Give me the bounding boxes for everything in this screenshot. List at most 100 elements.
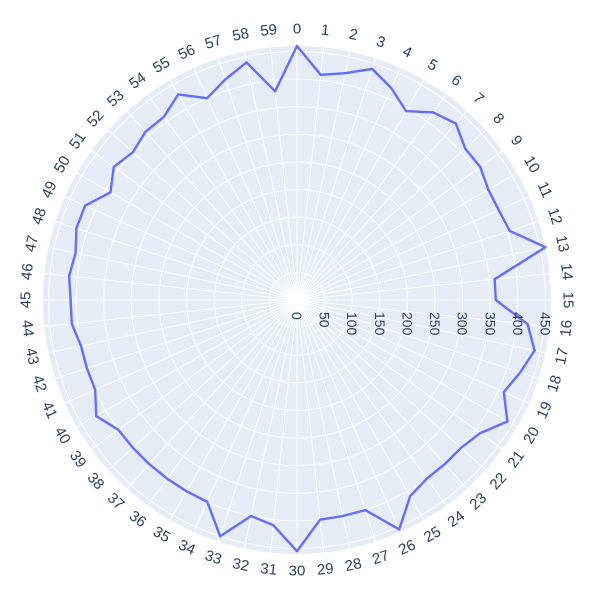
angular-tick-label: 45 — [18, 292, 35, 309]
angular-tick-label: 56 — [176, 41, 198, 63]
angular-tick-label: 48 — [29, 206, 50, 227]
radial-tick-label: 450 — [538, 312, 554, 336]
radial-tick-labels: 0 50 100 150 200 250 300 350 400 450 — [289, 312, 554, 336]
angular-gridline-spoke — [91, 299, 298, 450]
series-point — [487, 188, 490, 191]
angular-tick-label: 7 — [470, 89, 488, 107]
angular-tick-label: 27 — [370, 547, 391, 568]
polar-gridlines — [43, 46, 551, 554]
angular-gridline-spoke — [44, 299, 298, 328]
series-point — [370, 67, 374, 71]
angular-tick-label: 4 — [400, 43, 415, 62]
angular-gridline-spoke — [296, 299, 550, 328]
angular-tick-label: 41 — [38, 399, 60, 421]
angular-gridline-spoke — [193, 299, 298, 533]
angular-tick-label: 33 — [203, 547, 224, 568]
series-point — [497, 209, 500, 212]
angular-gridline-spoke — [76, 299, 298, 428]
angular-gridline-spoke — [296, 110, 468, 301]
series-point — [177, 93, 180, 96]
angular-gridline-spoke — [296, 58, 376, 301]
angular-tick-label: 12 — [544, 206, 565, 227]
angular-tick-label: 16 — [557, 319, 576, 337]
angular-tick-label: 34 — [176, 536, 198, 558]
radial-tick-label: 400 — [510, 312, 526, 336]
angular-gridline-spoke — [296, 246, 546, 301]
radial-tick-label: 100 — [344, 312, 360, 336]
series-point — [493, 278, 496, 281]
series-point — [341, 514, 345, 518]
angular-gridline-spoke — [296, 299, 351, 549]
angular-gridline-spoke — [296, 299, 503, 450]
angular-tick-label: 49 — [38, 179, 60, 201]
angular-tick-label: 21 — [504, 448, 528, 471]
series-point — [70, 322, 74, 325]
angular-gridline-spoke — [296, 299, 546, 354]
angular-gridline-spoke — [218, 299, 298, 542]
series-point — [533, 349, 536, 352]
angular-gridline-spoke — [296, 172, 518, 301]
angular-tick-label: 39 — [66, 448, 90, 471]
series-point — [519, 371, 522, 374]
angular-gridline-spoke — [55, 221, 298, 301]
series-point — [398, 528, 401, 531]
angular-tick-label: 36 — [126, 507, 149, 531]
angular-tick-label: 44 — [18, 319, 37, 337]
angular-gridline-spoke — [296, 150, 503, 301]
angular-gridline-spoke — [296, 79, 425, 301]
angular-gridline-spoke — [91, 150, 298, 301]
angular-gridline-spoke — [218, 58, 298, 301]
angular-gridline-spoke — [243, 51, 298, 301]
series-point — [502, 390, 505, 394]
series-point — [295, 550, 299, 553]
series-point — [109, 191, 112, 194]
series-point — [432, 111, 435, 114]
angular-gridline-spoke — [296, 299, 468, 490]
radial-tick-label: 0 — [289, 312, 305, 320]
series-point — [249, 514, 253, 518]
series-point — [206, 500, 209, 503]
angular-tick-label: 28 — [343, 555, 363, 575]
angular-tick-label: 14 — [557, 263, 576, 281]
series-point — [295, 44, 299, 48]
angular-tick-label: 18 — [544, 373, 565, 394]
angular-gridline-spoke — [107, 299, 298, 471]
series-point — [112, 165, 116, 169]
angular-tick-label: 10 — [520, 153, 543, 176]
angular-tick-label: 11 — [534, 179, 556, 200]
angular-tick-label: 3 — [374, 33, 387, 52]
radial-tick-label: 350 — [482, 312, 498, 336]
series-point — [245, 61, 248, 64]
series-point — [224, 78, 227, 81]
angular-gridline-spoke — [107, 129, 298, 301]
series-point — [364, 508, 367, 512]
series-point — [185, 490, 188, 493]
angular-tick-label: 5 — [425, 56, 441, 75]
angular-tick-label: 55 — [150, 54, 173, 77]
angular-gridline-spoke — [296, 299, 447, 506]
angular-gridline-spoke — [193, 67, 298, 301]
angular-gridline-spoke — [296, 299, 487, 471]
angular-gridline-spoke — [296, 299, 401, 533]
angular-tick-label: 22 — [487, 469, 511, 493]
angular-gridline-spoke — [296, 299, 539, 379]
series-point — [344, 72, 347, 75]
angular-gridline-spoke — [269, 299, 298, 553]
angular-gridline-spoke — [296, 47, 325, 301]
angular-tick-label: 43 — [22, 346, 42, 366]
series-point — [219, 535, 222, 538]
series-point — [506, 420, 509, 423]
series-point — [526, 323, 529, 326]
angular-gridline-spoke — [296, 299, 325, 553]
angular-gridline-spoke — [296, 221, 539, 301]
series-point — [166, 477, 169, 480]
angular-tick-label: 0 — [293, 21, 301, 38]
series-layer — [67, 44, 547, 553]
series-point — [425, 477, 428, 480]
angular-gridline-spoke — [169, 79, 298, 301]
series-point — [443, 462, 446, 466]
angular-gridline-spoke — [147, 94, 298, 301]
angular-tick-label: 57 — [203, 32, 224, 53]
series-point — [409, 494, 412, 498]
angular-tick-label: 47 — [22, 234, 42, 254]
